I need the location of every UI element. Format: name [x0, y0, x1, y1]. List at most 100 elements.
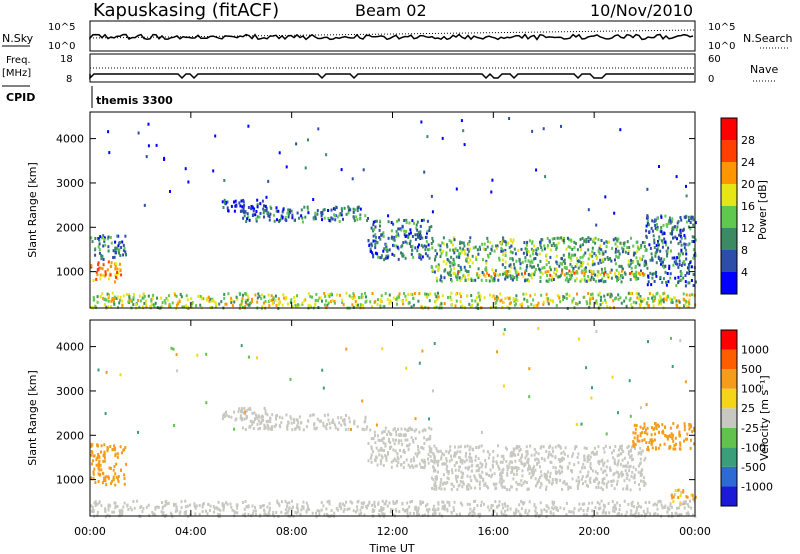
scatter-cell [278, 302, 280, 306]
scatter-cell [384, 256, 387, 260]
scatter-cell [407, 234, 410, 238]
scatter-cell [440, 252, 443, 256]
scatter-cell [620, 474, 623, 478]
scatter-cell [462, 482, 465, 486]
scatter-cell [323, 216, 326, 220]
scatter-cell [489, 293, 491, 297]
scatter-cell [154, 301, 157, 305]
scatter-cell [591, 509, 594, 513]
scatter-cell [634, 427, 637, 431]
scatter-cell [368, 500, 371, 504]
scatter-cell [244, 428, 247, 431]
scatter-cell [637, 452, 640, 456]
scatter-cell [176, 509, 179, 513]
scatter-cell [302, 428, 305, 432]
scatter-cell [340, 213, 343, 217]
scatter-cell [565, 266, 568, 270]
scatter-cell [110, 481, 112, 485]
scatter-cell [384, 292, 387, 295]
scatter-cell [193, 502, 196, 506]
scatter-cell [385, 254, 388, 258]
scatter-cell [551, 454, 554, 458]
scatter-cell [543, 457, 546, 461]
scatter-cell [649, 258, 652, 262]
scatter-cell [689, 499, 691, 503]
scatter-cell [259, 426, 261, 430]
scatter-cell [525, 243, 528, 247]
x-axis-label: Time UT [368, 542, 414, 554]
scatter-cell [460, 250, 463, 254]
scatter-cell [527, 259, 530, 263]
scatter-cell [690, 493, 693, 497]
power-colorbar-tick: 20 [741, 178, 755, 191]
scatter-cell [645, 229, 648, 233]
scatter-cell [626, 446, 629, 450]
scatter-cell [590, 275, 593, 279]
scatter-cell [390, 300, 393, 304]
scatter-cell [527, 273, 530, 276]
scatter-cell [369, 428, 372, 432]
scatter-cell [137, 131, 140, 135]
scatter-cell [575, 479, 578, 483]
scatter-cell [373, 458, 376, 462]
scatter-cell [432, 239, 435, 243]
scatter-cell [280, 421, 283, 425]
scatter-cell [629, 262, 632, 266]
scatter-cell [379, 237, 382, 241]
scatter-cell [647, 274, 650, 278]
scatter-cell [205, 352, 208, 356]
scatter-cell [640, 271, 643, 275]
scatter-cell [238, 201, 241, 205]
scatter-cell [643, 261, 646, 265]
scatter-cell [221, 502, 224, 506]
scatter-cell [646, 510, 649, 514]
scatter-cell [680, 218, 683, 222]
scatter-cell [588, 478, 591, 482]
scatter-cell [397, 461, 400, 465]
scatter-cell [630, 303, 633, 306]
scatter-cell [470, 456, 473, 460]
scatter-cell [595, 452, 598, 456]
scatter-cell [536, 253, 539, 257]
scatter-cell [403, 233, 406, 237]
scatter-cell [264, 300, 267, 304]
scatter-cell [170, 513, 173, 517]
scatter-cell [379, 459, 382, 463]
scatter-cell [618, 504, 621, 508]
scatter-cell [479, 461, 482, 465]
scatter-cell [280, 500, 283, 504]
scatter-cell [614, 445, 617, 448]
scatter-cell [290, 499, 293, 503]
scatter-cell [641, 431, 643, 435]
scatter-cell [612, 456, 615, 460]
scatter-cell [565, 482, 568, 486]
scatter-cell [405, 234, 408, 238]
scatter-cell [440, 276, 443, 279]
scatter-cell [97, 263, 100, 266]
scatter-cell [571, 269, 574, 273]
scatter-cell [420, 458, 423, 462]
scatter-cell [570, 271, 573, 275]
scatter-cell [693, 235, 696, 239]
scatter-cell [692, 273, 695, 276]
scatter-cell [199, 294, 202, 298]
scatter-cell [331, 217, 334, 221]
scatter-cell [382, 231, 385, 235]
scatter-cell [659, 249, 662, 253]
scatter-cell [526, 240, 529, 244]
scatter-cell [581, 502, 584, 506]
scatter-cell [508, 117, 511, 120]
scatter-cell [457, 270, 460, 274]
scatter-cell [180, 295, 183, 299]
scatter-cell [601, 271, 604, 274]
scatter-cell [236, 297, 239, 301]
scatter-cell [545, 504, 548, 508]
scatter-cell [440, 455, 443, 459]
scatter-cell [565, 247, 568, 251]
scatter-cell [346, 507, 349, 511]
scatter-cell [683, 428, 686, 432]
scatter-cell [398, 295, 401, 299]
scatter-cell [100, 450, 102, 454]
